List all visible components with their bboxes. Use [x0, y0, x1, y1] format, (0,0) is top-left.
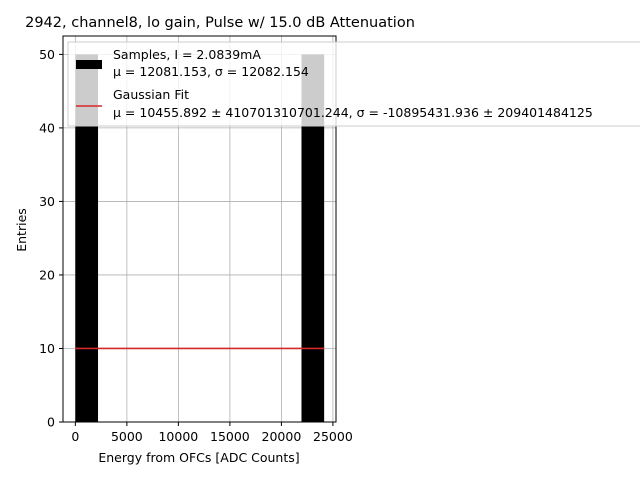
x-tick-label: 5000: [111, 429, 143, 444]
x-tick-label: 20000: [262, 429, 302, 444]
legend-samples-stats: μ = 12081.153, σ = 12082.154: [113, 64, 309, 79]
legend-samples-swatch: [76, 60, 102, 69]
x-tick-label: 10000: [158, 429, 198, 444]
legend: Samples, I = 2.0839mA μ = 12081.153, σ =…: [67, 41, 640, 127]
histogram-bar: [75, 54, 99, 422]
y-axis-label: Entries: [14, 208, 29, 252]
y-tick-label: 10: [39, 341, 55, 356]
y-tick-label: 0: [47, 415, 55, 430]
legend-box: [67, 41, 640, 127]
x-tick-label: 0: [71, 429, 79, 444]
histogram-bar: [301, 54, 325, 422]
x-tick-label: 15000: [210, 429, 250, 444]
chart-title: 2942, channel8, lo gain, Pulse w/ 15.0 d…: [25, 15, 415, 31]
x-tick-label: 25000: [313, 429, 353, 444]
x-axis-label: Energy from OFCs [ADC Counts]: [98, 450, 299, 465]
legend-fit-name: Gaussian Fit: [113, 87, 189, 102]
plot-frame: [62, 35, 337, 423]
x-axis-ticks: 0 5000 10000 15000 20000 25000: [71, 422, 353, 444]
y-axis-ticks: 0 10 20 30 40 50: [39, 47, 63, 430]
histogram-bars: [75, 54, 325, 422]
legend-samples-name: Samples, I = 2.0839mA: [113, 47, 261, 62]
legend-fit-stats: μ = 10455.892 ± 410701310701.244, σ = -1…: [113, 105, 593, 120]
y-tick-label: 50: [39, 47, 55, 62]
y-tick-label: 40: [39, 120, 55, 135]
y-tick-label: 20: [39, 267, 55, 282]
y-tick-label: 30: [39, 194, 55, 209]
